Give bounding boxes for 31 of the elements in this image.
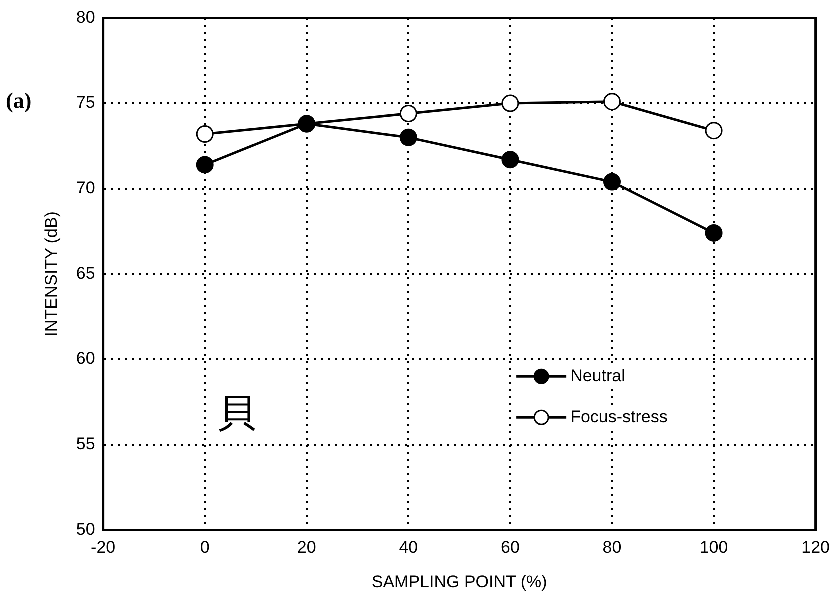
point — [400, 105, 418, 123]
y-axis-title: INTENSITY (dB) — [42, 212, 61, 337]
x-tick-label: 40 — [399, 538, 418, 558]
y-tick-label: 55 — [76, 434, 96, 454]
point — [705, 122, 723, 140]
y-tick-label: 80 — [76, 8, 96, 27]
point — [196, 126, 214, 144]
point — [502, 94, 520, 112]
x-tick-label: -20 — [91, 538, 116, 558]
y-tick-label: 50 — [76, 520, 96, 539]
x-axis-title: SAMPLING POINT (%) — [372, 572, 548, 592]
point — [196, 156, 214, 174]
y-tick-label: 70 — [76, 178, 96, 198]
y-tick-label: 65 — [76, 264, 96, 283]
point — [502, 151, 520, 169]
point — [400, 128, 418, 146]
x-tick-label: 0 — [200, 538, 210, 558]
point — [603, 173, 621, 191]
x-tick-label: 60 — [500, 538, 520, 558]
x-tick-label: 20 — [297, 538, 316, 558]
x-tick-label: 120 — [802, 538, 830, 558]
text: (a) — [6, 88, 32, 114]
annotation: 貝 — [218, 392, 256, 437]
x-tick-label: 80 — [602, 538, 622, 558]
y-tick-label: 60 — [76, 349, 96, 368]
legend-label: Neutral — [570, 366, 626, 386]
y-tick-label: 75 — [76, 93, 96, 112]
legend-label: Focus-stress — [570, 407, 668, 426]
point — [603, 93, 621, 111]
x-tick-label: 100 — [700, 538, 728, 558]
point — [705, 224, 723, 242]
